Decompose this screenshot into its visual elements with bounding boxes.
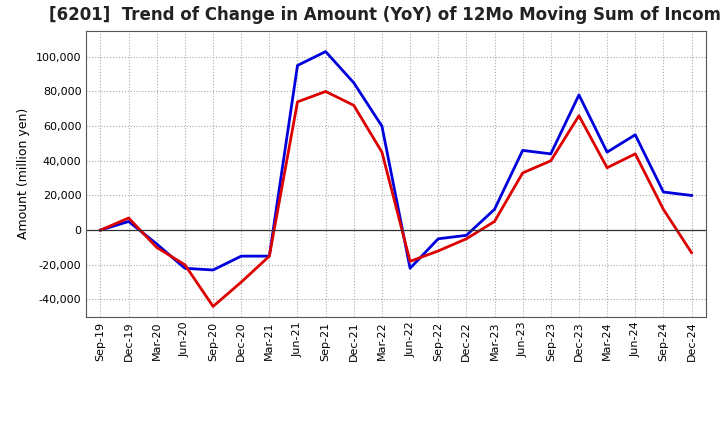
Ordinary Income xyxy=(125,219,133,224)
Net Income xyxy=(293,99,302,105)
Ordinary Income xyxy=(96,227,105,233)
Net Income xyxy=(518,170,527,176)
Ordinary Income xyxy=(546,151,555,157)
Net Income xyxy=(209,304,217,309)
Ordinary Income xyxy=(265,253,274,259)
Ordinary Income xyxy=(603,150,611,155)
Ordinary Income xyxy=(406,266,415,271)
Net Income xyxy=(125,215,133,220)
Net Income xyxy=(575,113,583,118)
Net Income xyxy=(96,227,105,233)
Ordinary Income xyxy=(631,132,639,137)
Net Income xyxy=(321,89,330,94)
Net Income xyxy=(490,219,499,224)
Net Income xyxy=(434,248,443,253)
Ordinary Income xyxy=(293,63,302,68)
Net Income xyxy=(603,165,611,170)
Net Income xyxy=(237,279,246,285)
Net Income xyxy=(153,245,161,250)
Net Income xyxy=(631,151,639,157)
Ordinary Income xyxy=(462,233,471,238)
Ordinary Income xyxy=(153,242,161,247)
Ordinary Income xyxy=(659,189,667,194)
Ordinary Income xyxy=(687,193,696,198)
Net Income xyxy=(659,207,667,212)
Ordinary Income xyxy=(490,207,499,212)
Net Income xyxy=(349,103,358,108)
Net Income xyxy=(181,262,189,268)
Ordinary Income xyxy=(518,148,527,153)
Ordinary Income xyxy=(181,266,189,271)
Net Income xyxy=(406,259,415,264)
Title: [6201]  Trend of Change in Amount (YoY) of 12Mo Moving Sum of Incomes: [6201] Trend of Change in Amount (YoY) o… xyxy=(50,6,720,24)
Net Income xyxy=(546,158,555,163)
Net Income xyxy=(265,253,274,259)
Y-axis label: Amount (million yen): Amount (million yen) xyxy=(17,108,30,239)
Line: Ordinary Income: Ordinary Income xyxy=(101,51,691,270)
Ordinary Income xyxy=(434,236,443,242)
Ordinary Income xyxy=(237,253,246,259)
Net Income xyxy=(687,250,696,255)
Line: Net Income: Net Income xyxy=(101,92,691,306)
Ordinary Income xyxy=(321,49,330,54)
Ordinary Income xyxy=(209,268,217,273)
Net Income xyxy=(377,150,386,155)
Net Income xyxy=(462,236,471,242)
Ordinary Income xyxy=(377,124,386,129)
Ordinary Income xyxy=(349,80,358,85)
Ordinary Income xyxy=(575,92,583,98)
